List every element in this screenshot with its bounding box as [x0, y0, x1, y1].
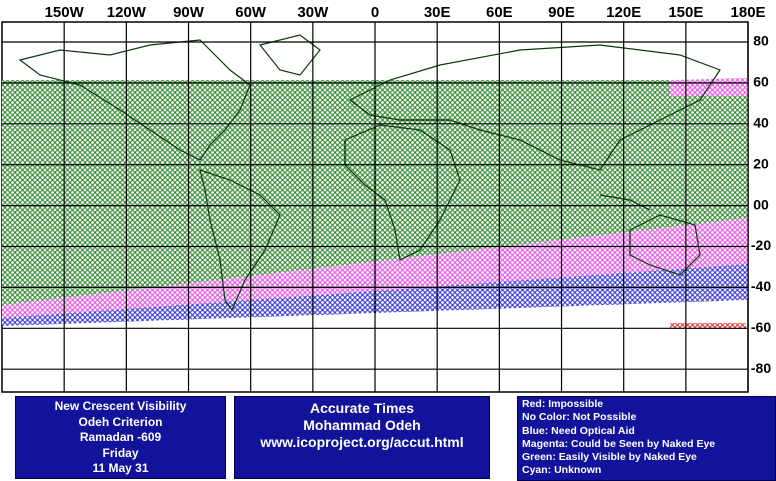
latitude-label: -40: [751, 278, 771, 294]
latitude-label: -20: [751, 237, 771, 253]
latitude-label: 40: [753, 115, 769, 131]
legend-item: Magenta: Could be Seen by Naked Eye: [522, 437, 716, 450]
credit-line: www.icoproject.org/accut.html: [260, 434, 464, 450]
credit-line: Accurate Times: [309, 400, 414, 416]
longitude-label: 90E: [548, 4, 575, 21]
longitude-label: 60W: [235, 4, 267, 21]
info-line: Odeh Criterion: [78, 414, 163, 429]
longitude-label: 120E: [606, 4, 641, 21]
legend-item: Cyan: Unknown: [522, 464, 602, 477]
graticule: [2, 22, 749, 392]
latitude-label: -60: [751, 319, 771, 335]
latitude-label: 00: [753, 196, 769, 212]
longitude-label: 150E: [668, 4, 703, 21]
longitude-label: 0: [371, 4, 379, 21]
legend-item: Red: Impossible: [522, 398, 604, 410]
info-line: Ramadan -609: [79, 430, 162, 444]
axis-labels: 150W 120W 90W 60W 30W 0 30E 60E 90E 120E 150E 180E 8…: [45, 4, 772, 376]
longitude-label: 90W: [173, 4, 205, 21]
coastlines: [18, 34, 721, 312]
longitude-label: 30W: [297, 4, 329, 21]
longitude-label: 30E: [424, 4, 451, 21]
longitude-label: 180E: [731, 4, 766, 21]
credit-line: Mohammad Odeh: [303, 417, 421, 433]
credit-box: Accurate Times Mohammad Odeh www.icoprojec…: [234, 396, 490, 479]
latitude-label: 80: [753, 33, 769, 49]
world-map: 150W 120W 90W 60W 30W 0 30E 60E 90E 120E 150E 180E 8…: [1, 4, 772, 393]
longitude-label: 60E: [486, 4, 513, 21]
info-line: New Crescent Visibility: [54, 399, 187, 413]
legend-item: No Color: Not Possible: [522, 411, 637, 424]
latitude-label: 60: [753, 74, 769, 90]
zone-red: [670, 323, 746, 329]
longitude-label: 120W: [107, 4, 147, 21]
latitude-label: 20: [753, 155, 769, 171]
info-line: 11 May 31: [92, 461, 149, 475]
legend-item: Green: Easily Visible by Naked Eye: [522, 451, 697, 464]
info-line: Friday: [102, 445, 139, 460]
longitude-label: 150W: [45, 4, 85, 21]
info-box: New Crescent Visibility Odeh Criterion Ram…: [15, 396, 226, 479]
legend-box: Red: Impossible No Color: Not Possible Blu…: [517, 396, 776, 481]
legend-item: Blue: Need Optical Aid: [522, 424, 635, 437]
latitude-label: -80: [751, 360, 771, 376]
